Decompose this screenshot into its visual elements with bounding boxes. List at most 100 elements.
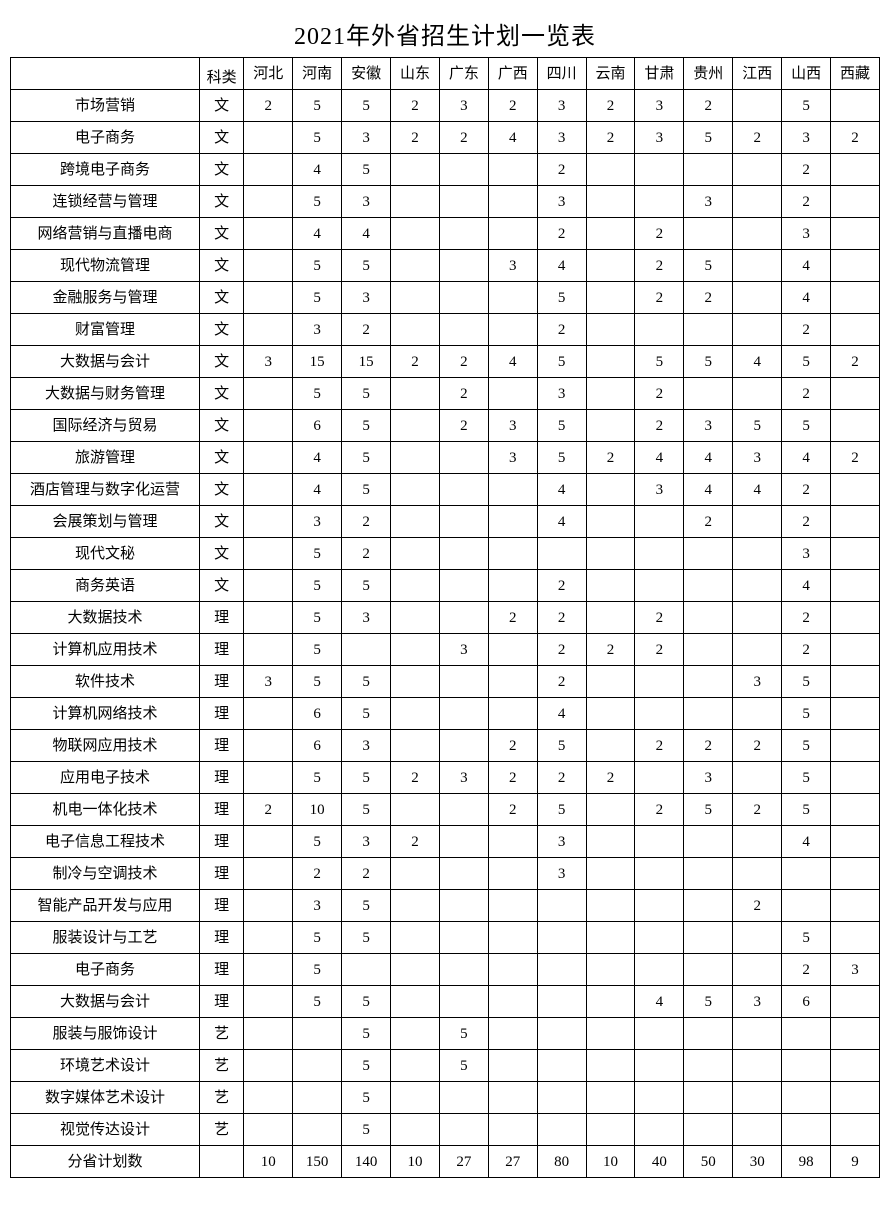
value-cell (635, 1018, 684, 1050)
value-cell: 5 (733, 410, 782, 442)
value-cell: 2 (586, 442, 635, 474)
value-cell (635, 538, 684, 570)
value-cell (342, 954, 391, 986)
value-cell: 2 (537, 570, 586, 602)
value-cell (488, 218, 537, 250)
value-cell (782, 1050, 831, 1082)
value-cell (391, 634, 440, 666)
value-cell (733, 602, 782, 634)
value-cell (244, 954, 293, 986)
value-cell: 2 (782, 186, 831, 218)
value-cell: 4 (782, 826, 831, 858)
value-cell: 5 (782, 346, 831, 378)
value-cell: 2 (391, 762, 440, 794)
value-cell (635, 186, 684, 218)
type-cell: 理 (199, 922, 243, 954)
value-cell: 15 (342, 346, 391, 378)
value-cell (439, 826, 488, 858)
value-cell: 2 (391, 826, 440, 858)
value-cell (684, 666, 733, 698)
value-cell: 5 (342, 1114, 391, 1146)
value-cell: 5 (635, 346, 684, 378)
value-cell (635, 1082, 684, 1114)
value-cell: 5 (293, 90, 342, 122)
value-cell: 3 (537, 858, 586, 890)
value-cell (733, 762, 782, 794)
value-cell: 10 (391, 1146, 440, 1178)
value-cell (586, 154, 635, 186)
value-cell (831, 602, 880, 634)
header-row: 科类河北河南安徽山东广东广西四川云南甘肃贵州江西山西西藏 (11, 58, 880, 90)
value-cell (244, 378, 293, 410)
value-cell: 2 (488, 762, 537, 794)
value-cell (342, 634, 391, 666)
value-cell (684, 154, 733, 186)
value-cell: 5 (342, 154, 391, 186)
major-cell: 现代文秘 (11, 538, 200, 570)
value-cell (391, 570, 440, 602)
value-cell (684, 570, 733, 602)
table-row: 酒店管理与数字化运营文4543442 (11, 474, 880, 506)
value-cell (488, 1018, 537, 1050)
table-header: 科类河北河南安徽山东广东广西四川云南甘肃贵州江西山西西藏 (11, 58, 880, 90)
table-row: 视觉传达设计艺5 (11, 1114, 880, 1146)
value-cell (635, 922, 684, 954)
value-cell (488, 666, 537, 698)
value-cell: 2 (488, 730, 537, 762)
major-cell: 大数据与会计 (11, 346, 200, 378)
value-cell: 4 (342, 218, 391, 250)
column-header: 贵州 (684, 58, 733, 90)
value-cell: 80 (537, 1146, 586, 1178)
column-header: 云南 (586, 58, 635, 90)
value-cell (488, 378, 537, 410)
value-cell: 5 (342, 474, 391, 506)
value-cell (586, 922, 635, 954)
value-cell (733, 506, 782, 538)
table-row: 制冷与空调技术理223 (11, 858, 880, 890)
table-row: 智能产品开发与应用理352 (11, 890, 880, 922)
value-cell: 2 (684, 282, 733, 314)
value-cell: 4 (684, 474, 733, 506)
value-cell: 5 (342, 410, 391, 442)
value-cell (244, 122, 293, 154)
value-cell (537, 1114, 586, 1146)
value-cell: 3 (488, 442, 537, 474)
value-cell: 2 (684, 506, 733, 538)
value-cell (439, 666, 488, 698)
type-cell: 理 (199, 826, 243, 858)
type-cell: 文 (199, 314, 243, 346)
value-cell: 5 (293, 634, 342, 666)
value-cell: 3 (244, 346, 293, 378)
value-cell: 2 (635, 602, 684, 634)
value-cell (537, 954, 586, 986)
value-cell (831, 858, 880, 890)
value-cell: 5 (342, 378, 391, 410)
value-cell: 2 (537, 762, 586, 794)
value-cell (684, 890, 733, 922)
value-cell: 3 (782, 538, 831, 570)
value-cell (586, 570, 635, 602)
value-cell: 6 (782, 986, 831, 1018)
column-header: 江西 (733, 58, 782, 90)
value-cell (293, 1050, 342, 1082)
type-cell: 文 (199, 90, 243, 122)
value-cell: 3 (782, 218, 831, 250)
value-cell (733, 1114, 782, 1146)
column-header: 广西 (488, 58, 537, 90)
table-row: 跨境电子商务文4522 (11, 154, 880, 186)
value-cell (439, 538, 488, 570)
value-cell: 4 (733, 474, 782, 506)
major-cell: 机电一体化技术 (11, 794, 200, 826)
value-cell (244, 250, 293, 282)
value-cell (733, 570, 782, 602)
value-cell (244, 922, 293, 954)
value-cell: 3 (293, 506, 342, 538)
value-cell (439, 442, 488, 474)
value-cell (391, 1114, 440, 1146)
value-cell (733, 314, 782, 346)
value-cell (488, 186, 537, 218)
value-cell: 5 (537, 410, 586, 442)
value-cell: 5 (782, 90, 831, 122)
major-cell: 金融服务与管理 (11, 282, 200, 314)
value-cell: 5 (782, 762, 831, 794)
